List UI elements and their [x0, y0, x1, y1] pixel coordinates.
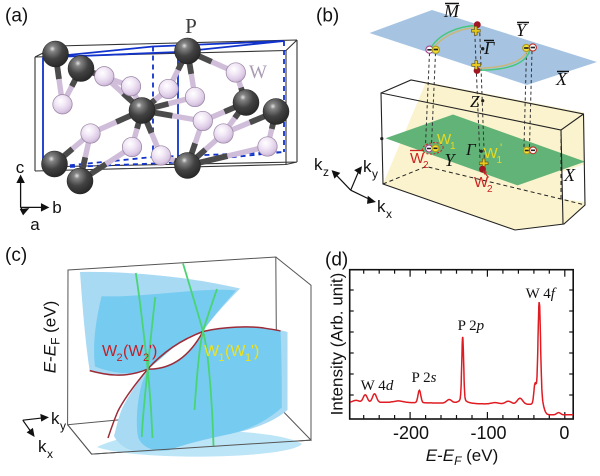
svg-text:k: k: [38, 437, 47, 456]
svg-text:c: c: [16, 158, 25, 177]
svg-text:2: 2: [117, 352, 123, 364]
svg-text:1: 1: [450, 141, 456, 152]
svg-text:a: a: [30, 215, 40, 234]
svg-text:z: z: [323, 165, 329, 179]
svg-text:X: X: [555, 69, 568, 89]
svg-text:Γ: Γ: [465, 140, 477, 159]
svg-text:2: 2: [487, 184, 493, 195]
svg-text:W: W: [102, 343, 118, 360]
svg-text:W: W: [249, 62, 267, 83]
svg-text:W: W: [484, 145, 499, 162]
svg-text:P 2p: P 2p: [458, 318, 485, 334]
svg-text:E-EF (eV): E-EF (eV): [41, 301, 63, 374]
svg-text:'): '): [251, 343, 259, 360]
svg-text:2: 2: [143, 352, 149, 364]
svg-text:M: M: [443, 1, 460, 21]
svg-text:(W: (W: [225, 343, 246, 360]
svg-text:P: P: [185, 14, 197, 38]
svg-text:Y: Y: [445, 150, 457, 170]
svg-text:Intensity (Arb. unit): Intensity (Arb. unit): [328, 273, 347, 416]
svg-text:W: W: [410, 150, 425, 167]
svg-text:k: k: [377, 197, 386, 216]
svg-text:'): '): [149, 343, 157, 360]
svg-text:2: 2: [423, 160, 429, 171]
svg-text:k: k: [363, 157, 372, 176]
svg-text:(W: (W: [123, 343, 144, 360]
svg-text:(d): (d): [325, 250, 348, 271]
svg-text:W: W: [474, 174, 489, 191]
svg-text:Z: Z: [470, 92, 480, 111]
svg-text:k: k: [51, 409, 60, 428]
svg-text:y: y: [372, 167, 378, 181]
svg-text:W: W: [437, 131, 452, 148]
svg-text:': ': [500, 141, 502, 155]
svg-text:0: 0: [559, 423, 569, 443]
svg-text:x: x: [386, 207, 392, 221]
svg-text:x: x: [47, 447, 53, 461]
svg-text:(c): (c): [5, 245, 27, 266]
svg-text:W: W: [204, 343, 220, 360]
svg-text:-200: -200: [393, 423, 429, 443]
svg-text:W 4d: W 4d: [361, 378, 394, 394]
svg-text:(b): (b): [316, 6, 339, 27]
svg-text:P 2s: P 2s: [412, 370, 437, 386]
svg-text:1: 1: [497, 155, 503, 166]
svg-text:k: k: [314, 155, 323, 174]
svg-text:1: 1: [219, 352, 225, 364]
svg-text:W 4f: W 4f: [526, 286, 557, 302]
svg-text:X: X: [563, 165, 576, 185]
svg-text:E-EF (eV): E-EF (eV): [426, 446, 499, 468]
svg-text:Y: Y: [516, 20, 528, 40]
svg-text:-100: -100: [470, 423, 506, 443]
svg-text:(a): (a): [5, 6, 28, 27]
svg-text:Γ: Γ: [483, 38, 495, 58]
svg-text:b: b: [52, 198, 61, 217]
svg-text:1: 1: [245, 352, 251, 364]
svg-text:y: y: [60, 419, 66, 433]
